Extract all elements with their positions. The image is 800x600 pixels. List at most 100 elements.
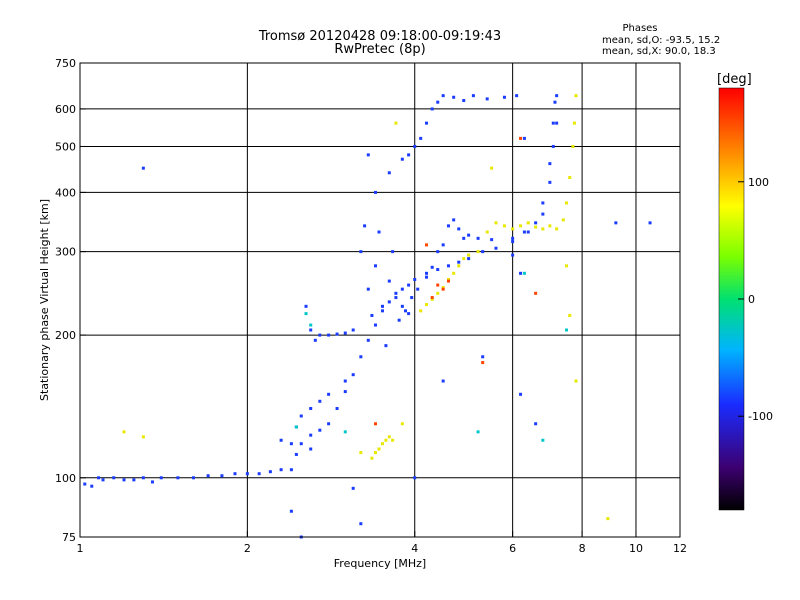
data-point — [370, 313, 374, 317]
data-point — [370, 456, 374, 460]
y-tick-label: 100 — [55, 472, 76, 485]
data-point — [394, 121, 398, 125]
data-point — [289, 509, 293, 513]
data-point — [206, 474, 210, 478]
y-tick-label: 200 — [55, 329, 76, 342]
data-point — [351, 486, 355, 490]
data-point — [122, 430, 126, 434]
data-point — [309, 328, 313, 332]
data-point — [327, 422, 331, 426]
chart-title: Tromsø 20120428 09:18:00-09:19:43 — [258, 29, 501, 44]
data-point — [90, 484, 94, 488]
data-point — [534, 291, 538, 295]
data-point — [519, 136, 523, 140]
data-point — [606, 517, 610, 521]
colorbar-ticks: 100 0 -100 — [738, 176, 773, 423]
data-point — [441, 243, 445, 247]
data-point — [494, 246, 498, 250]
data-point — [462, 99, 466, 103]
data-point — [313, 338, 317, 342]
data-point — [441, 379, 445, 383]
data-point — [268, 470, 272, 474]
data-point — [419, 309, 423, 313]
data-point — [522, 136, 526, 140]
data-point — [318, 333, 322, 337]
colorbar-label: [deg] — [717, 72, 752, 87]
data-point — [541, 201, 545, 205]
x-axis-ticks: 1 2 4 6 8 10 12 — [77, 531, 687, 555]
data-point — [384, 438, 388, 442]
data-point — [132, 478, 136, 482]
data-point — [394, 291, 398, 295]
data-point — [335, 332, 339, 336]
data-point — [289, 468, 293, 472]
data-point — [410, 296, 414, 300]
colorbar-tick-label: -100 — [748, 410, 773, 423]
data-point — [387, 300, 391, 304]
x-tick-label: 4 — [411, 542, 418, 555]
data-point — [548, 224, 552, 228]
data-point — [534, 225, 538, 229]
data-point — [359, 451, 363, 455]
data-point — [373, 190, 377, 194]
data-point — [541, 227, 545, 231]
data-point — [343, 390, 347, 394]
data-point — [481, 361, 485, 365]
data-point — [373, 422, 377, 426]
data-point — [436, 100, 440, 104]
data-point — [494, 221, 498, 225]
data-point — [327, 333, 331, 337]
data-point — [220, 474, 224, 478]
phases-x-mode: mean, sd,X: 90.0, 18.3 — [602, 46, 716, 57]
data-point — [446, 279, 450, 283]
data-point — [425, 275, 429, 279]
data-point — [400, 422, 404, 426]
data-point — [318, 399, 322, 403]
data-point — [526, 230, 530, 234]
data-point — [400, 157, 404, 161]
data-point — [391, 250, 395, 254]
data-point — [279, 438, 283, 442]
data-point — [343, 331, 347, 335]
data-point — [648, 221, 652, 225]
data-point — [309, 407, 313, 411]
data-point — [561, 218, 565, 222]
data-point — [446, 278, 450, 282]
data-point — [436, 268, 440, 272]
data-point — [380, 309, 384, 313]
data-point — [309, 447, 313, 451]
colorbar: [deg] 100 0 -100 — [717, 72, 773, 511]
x-tick-label: 12 — [673, 542, 687, 555]
data-point — [519, 392, 523, 396]
data-point — [289, 442, 293, 446]
data-point — [112, 476, 116, 480]
data-point — [614, 221, 618, 225]
data-point — [359, 250, 363, 254]
data-point — [294, 425, 298, 429]
plot-frame — [79, 62, 681, 538]
data-point — [309, 323, 313, 327]
y-tick-label: 600 — [55, 103, 76, 116]
data-point — [430, 297, 434, 301]
data-point — [534, 221, 538, 225]
data-point — [159, 476, 163, 480]
data-point — [397, 318, 401, 322]
data-point — [141, 435, 145, 439]
x-tick-label: 8 — [579, 542, 586, 555]
data-point — [551, 144, 555, 148]
data-point — [304, 304, 308, 308]
data-point — [541, 212, 545, 216]
data-point — [279, 468, 283, 472]
data-point — [400, 287, 404, 291]
data-point — [416, 287, 420, 291]
data-point — [571, 144, 575, 148]
data-point — [257, 472, 261, 476]
colorbar-tick-label: 0 — [748, 293, 755, 306]
colorbar-gradient — [718, 87, 745, 511]
x-tick-label: 6 — [509, 542, 516, 555]
x-tick-label: 2 — [244, 542, 251, 555]
data-point — [425, 271, 429, 275]
data-point — [452, 271, 456, 275]
data-point — [141, 476, 145, 480]
data-point — [485, 230, 489, 234]
